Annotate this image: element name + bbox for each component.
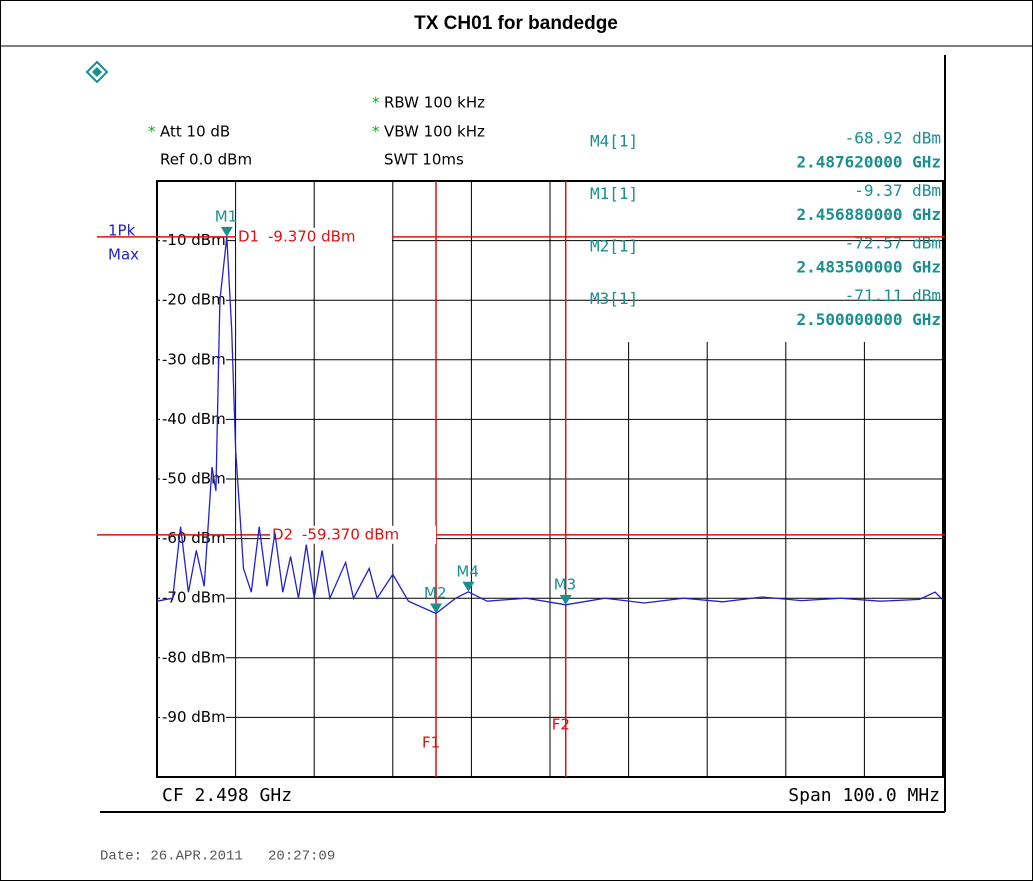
- y-tick-label: -60 dBm: [162, 529, 226, 547]
- date: Date: 26.APR.2011 20:27:09: [100, 849, 335, 865]
- y-tick-label: -10 dBm: [162, 231, 226, 249]
- marker-table-label: M1[1]: [590, 184, 638, 203]
- display-line-name: D1: [238, 227, 259, 245]
- display-label-bg: [236, 227, 392, 246]
- marker-table-label: M3[1]: [590, 289, 638, 308]
- center-frequency: CF 2.498 GHz: [162, 785, 292, 806]
- frequency-line-label: F1: [422, 734, 440, 752]
- marker-table-value: -71.11 dBm: [845, 286, 941, 305]
- marker-name: M1: [215, 207, 238, 225]
- tick-label-bg: [160, 589, 226, 608]
- marker-table-bg: [575, 182, 942, 342]
- marker-table-value: -9.37 dBm: [854, 181, 941, 200]
- marker-name: M3: [554, 575, 577, 593]
- marker-name: M4: [456, 562, 479, 580]
- tick-label-bg: [160, 708, 226, 727]
- logo: [85, 60, 109, 84]
- setting: Att 10 dB: [160, 123, 230, 141]
- y-tick-label: -70 dBm: [162, 589, 226, 607]
- display-line-label: -59.370 dBm: [302, 525, 399, 543]
- marker-table-freq: 2.500000000 GHz: [797, 310, 942, 329]
- y-tick-label: -90 dBm: [162, 708, 226, 726]
- marker: [220, 226, 233, 237]
- tick-label-bg: [160, 648, 226, 667]
- tick-label-bg: [160, 410, 226, 429]
- setting-flag: *: [148, 123, 156, 141]
- mode: Max: [108, 246, 139, 264]
- trace: [156, 236, 944, 615]
- title: TX CH01 for bandedge: [414, 13, 618, 34]
- setting-flag: *: [372, 123, 380, 141]
- setting-flag: *: [372, 94, 380, 112]
- frequency-line-label: F2: [552, 716, 570, 734]
- y-tick-label: -40 dBm: [162, 410, 226, 428]
- display-line-label: -9.370 dBm: [268, 227, 356, 245]
- marker-table-value: -68.92 dBm: [845, 129, 941, 148]
- y-tick-label: -50 dBm: [162, 470, 226, 488]
- display-label-bg: [270, 525, 436, 544]
- marker: [462, 581, 475, 592]
- setting: Ref 0.0 dBm: [160, 151, 252, 169]
- marker-table-value: -72.57 dBm: [845, 234, 941, 253]
- detector: 1Pk: [108, 222, 136, 240]
- y-tick-label: -20 dBm: [162, 291, 226, 309]
- tick-label-bg: [160, 470, 226, 488]
- marker-table-label: M2[1]: [590, 237, 638, 256]
- setting: RBW 100 kHz: [384, 94, 485, 112]
- marker-table-freq: 2.487620000 GHz: [797, 153, 942, 172]
- marker-name: M2: [424, 584, 447, 602]
- y-tick-label: -80 dBm: [162, 648, 226, 666]
- marker-table-freq: 2.483500000 GHz: [797, 258, 942, 277]
- marker: [559, 594, 572, 605]
- span: Span 100.0 MHz: [788, 785, 940, 806]
- marker: [430, 603, 443, 614]
- tick-label-bg: [160, 291, 226, 310]
- display-line-name: D2: [272, 525, 293, 543]
- setting: VBW 100 kHz: [384, 123, 485, 141]
- tick-label-bg: [160, 350, 226, 369]
- marker-table-freq: 2.456880000 GHz: [797, 205, 942, 224]
- setting: SWT 10ms: [384, 151, 464, 169]
- y-tick-label: -30 dBm: [162, 350, 226, 368]
- marker-table-label: M4[1]: [590, 132, 638, 151]
